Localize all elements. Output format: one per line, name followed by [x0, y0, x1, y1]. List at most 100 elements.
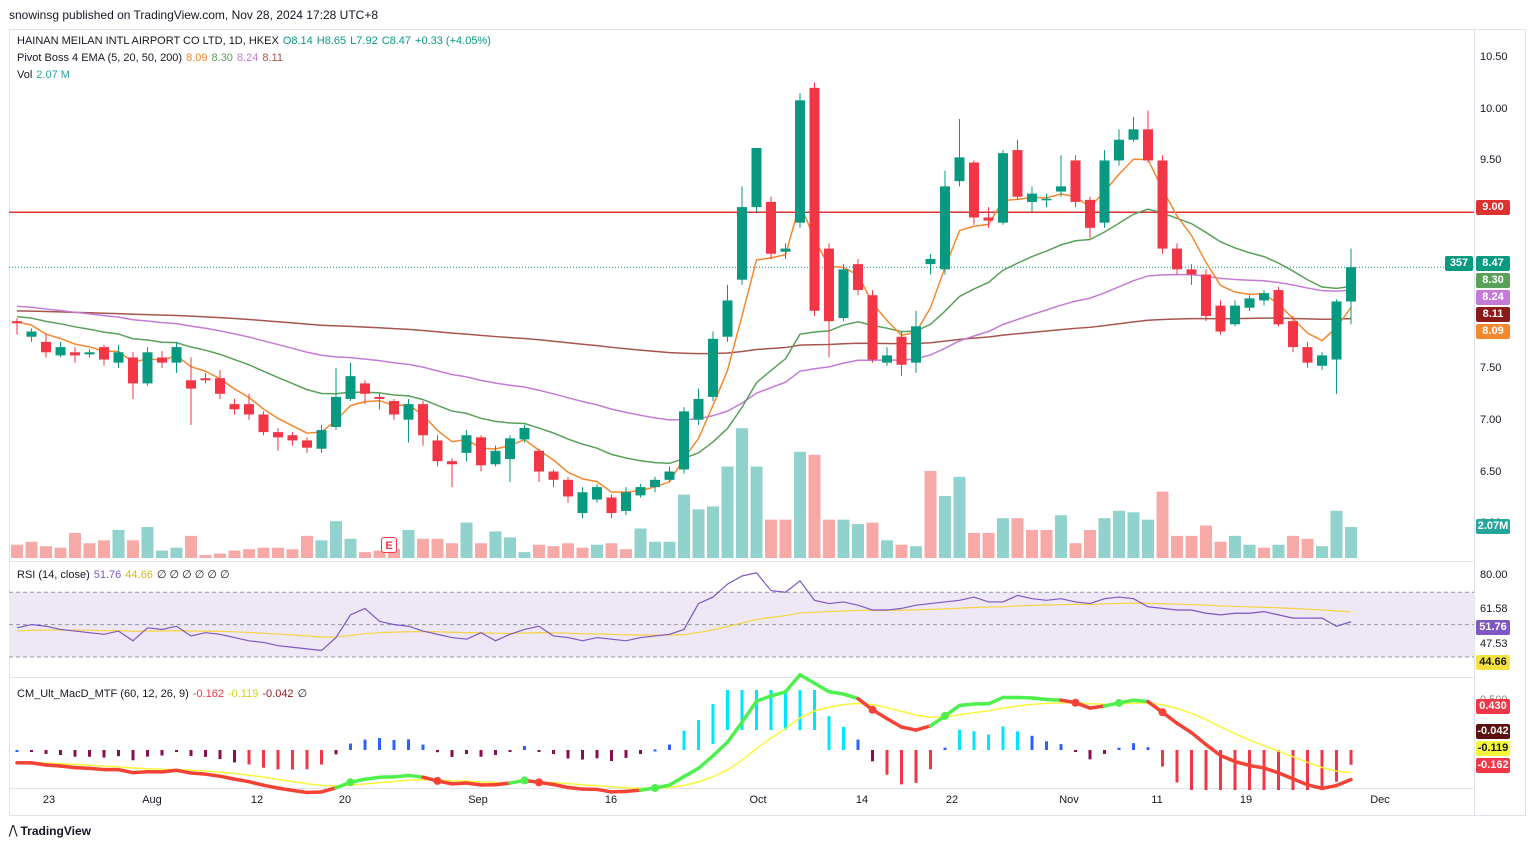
macd-hist-bar	[581, 750, 584, 760]
time-tick: Dec	[1370, 794, 1390, 806]
macd-hist-bar	[740, 690, 744, 730]
candle-body	[998, 153, 1008, 223]
macd-line-segment	[1334, 777, 1353, 788]
macd-hist-bar	[508, 750, 512, 752]
macd-hist-bar	[392, 739, 396, 750]
macd-hist-bar	[668, 744, 671, 750]
volume-bar	[910, 546, 922, 558]
macd-line-segment	[406, 773, 425, 779]
rsi-ma-line	[16, 602, 1352, 638]
macd-line-segment	[740, 699, 759, 725]
rsi-tick-47: 47.53	[1480, 638, 1508, 650]
volume-bar	[1229, 535, 1241, 558]
volume-bar	[707, 506, 719, 558]
candle-body	[592, 487, 602, 500]
macd-upper-badge: 0.430	[1476, 699, 1510, 714]
volume-bar	[489, 531, 502, 558]
macd-line-segment	[493, 781, 512, 787]
volume-bar	[750, 466, 763, 558]
candle-body	[1085, 199, 1095, 228]
candle-body	[940, 186, 950, 270]
ema20-badge: 8.30	[1476, 273, 1510, 288]
volume-bar	[417, 538, 429, 558]
macd-hist-bar	[15, 750, 19, 752]
macd-hist-bar	[523, 746, 526, 750]
macd-hist-value: -0.042	[262, 688, 294, 700]
rsi-line	[16, 572, 1352, 652]
macd-line-segment	[232, 777, 251, 784]
volume-bar	[605, 543, 618, 558]
volume-bar	[214, 553, 226, 558]
macd-hist-bar	[1088, 750, 1092, 760]
candle-body	[824, 248, 834, 322]
candle-body	[229, 404, 240, 410]
volume-bar	[272, 547, 284, 558]
volume-bar	[881, 540, 893, 558]
volume-bar	[373, 550, 386, 558]
volume-bar	[808, 454, 821, 558]
volume-bar	[243, 549, 255, 558]
macd-cross-dot	[520, 776, 529, 785]
macd-line-segment	[276, 786, 295, 793]
volume-bar	[460, 522, 473, 558]
candle-body	[1041, 198, 1052, 201]
macd-hist-bar	[363, 739, 367, 750]
macd-hist-bar	[102, 750, 106, 758]
earnings-marker[interactable]: E	[381, 537, 397, 553]
volume-bar	[301, 535, 313, 558]
volume-bar	[1258, 547, 1270, 558]
ema200-line	[16, 310, 1352, 355]
macd-line-segment	[464, 781, 483, 787]
macd-hist-bar	[595, 750, 599, 759]
volume-bar	[620, 549, 632, 558]
macd-hist-bar	[44, 750, 48, 754]
brand-name: TradingView	[20, 824, 91, 838]
candle-body	[258, 414, 269, 433]
rsi-tick-61: 61.58	[1480, 603, 1508, 615]
ohlc-high: H8.65	[316, 35, 347, 47]
candle-body	[1215, 305, 1226, 332]
macd-hist-bar	[494, 750, 497, 756]
volume-bar	[953, 476, 966, 558]
candle-body	[490, 450, 501, 465]
volume-bar	[968, 532, 980, 558]
volume-bar	[692, 509, 705, 558]
macd-hist-bar	[189, 750, 193, 757]
ema-legend: Pivot Boss 4 EMA (5, 20, 50, 200) 8.09 8.3…	[17, 51, 287, 65]
volume-bar	[344, 538, 357, 558]
tradingview-logo[interactable]: ⧸⧹ TradingView	[9, 824, 91, 839]
macd-hist-bar	[1045, 741, 1048, 750]
candle-body	[128, 357, 138, 384]
macd-hist-bar	[827, 716, 831, 750]
macd-line-segment	[682, 766, 701, 779]
candle-body	[1201, 274, 1211, 316]
ema200-value: 8.11	[262, 52, 283, 64]
macd-line-segment	[551, 782, 570, 790]
macd-hist-bar	[407, 739, 410, 750]
rsi-badge: 51.76	[1476, 620, 1510, 635]
macd-hist-bar	[943, 747, 947, 750]
candle-body	[461, 435, 472, 453]
macd-hist-bar	[334, 750, 338, 755]
candle-body	[1346, 267, 1356, 302]
candle-body	[1288, 321, 1298, 348]
macd-hist-bar	[1233, 750, 1237, 790]
macd-hist-bar	[1204, 750, 1208, 790]
volume-bar	[199, 555, 212, 558]
rsi-ma-value: 44.66	[125, 569, 153, 581]
macd-hist-bar	[1190, 750, 1193, 790]
symbol-title: HAINAN MEILAN INTL AIRPORT CO LTD, 1D, H…	[17, 35, 279, 47]
macd-hist-bar	[842, 726, 845, 750]
volume-bar	[431, 538, 444, 558]
volume-bar	[127, 540, 139, 558]
chart-frame	[9, 29, 1526, 816]
macd-hist-bar	[1262, 750, 1266, 790]
vol-value: 2.07 M	[36, 69, 70, 81]
time-tick: Nov	[1059, 794, 1079, 806]
macd-line-segment	[1262, 766, 1281, 775]
volume-bar	[794, 451, 806, 558]
volume-bar	[823, 519, 835, 558]
candle-body	[766, 201, 776, 254]
volume-bar	[721, 466, 734, 558]
